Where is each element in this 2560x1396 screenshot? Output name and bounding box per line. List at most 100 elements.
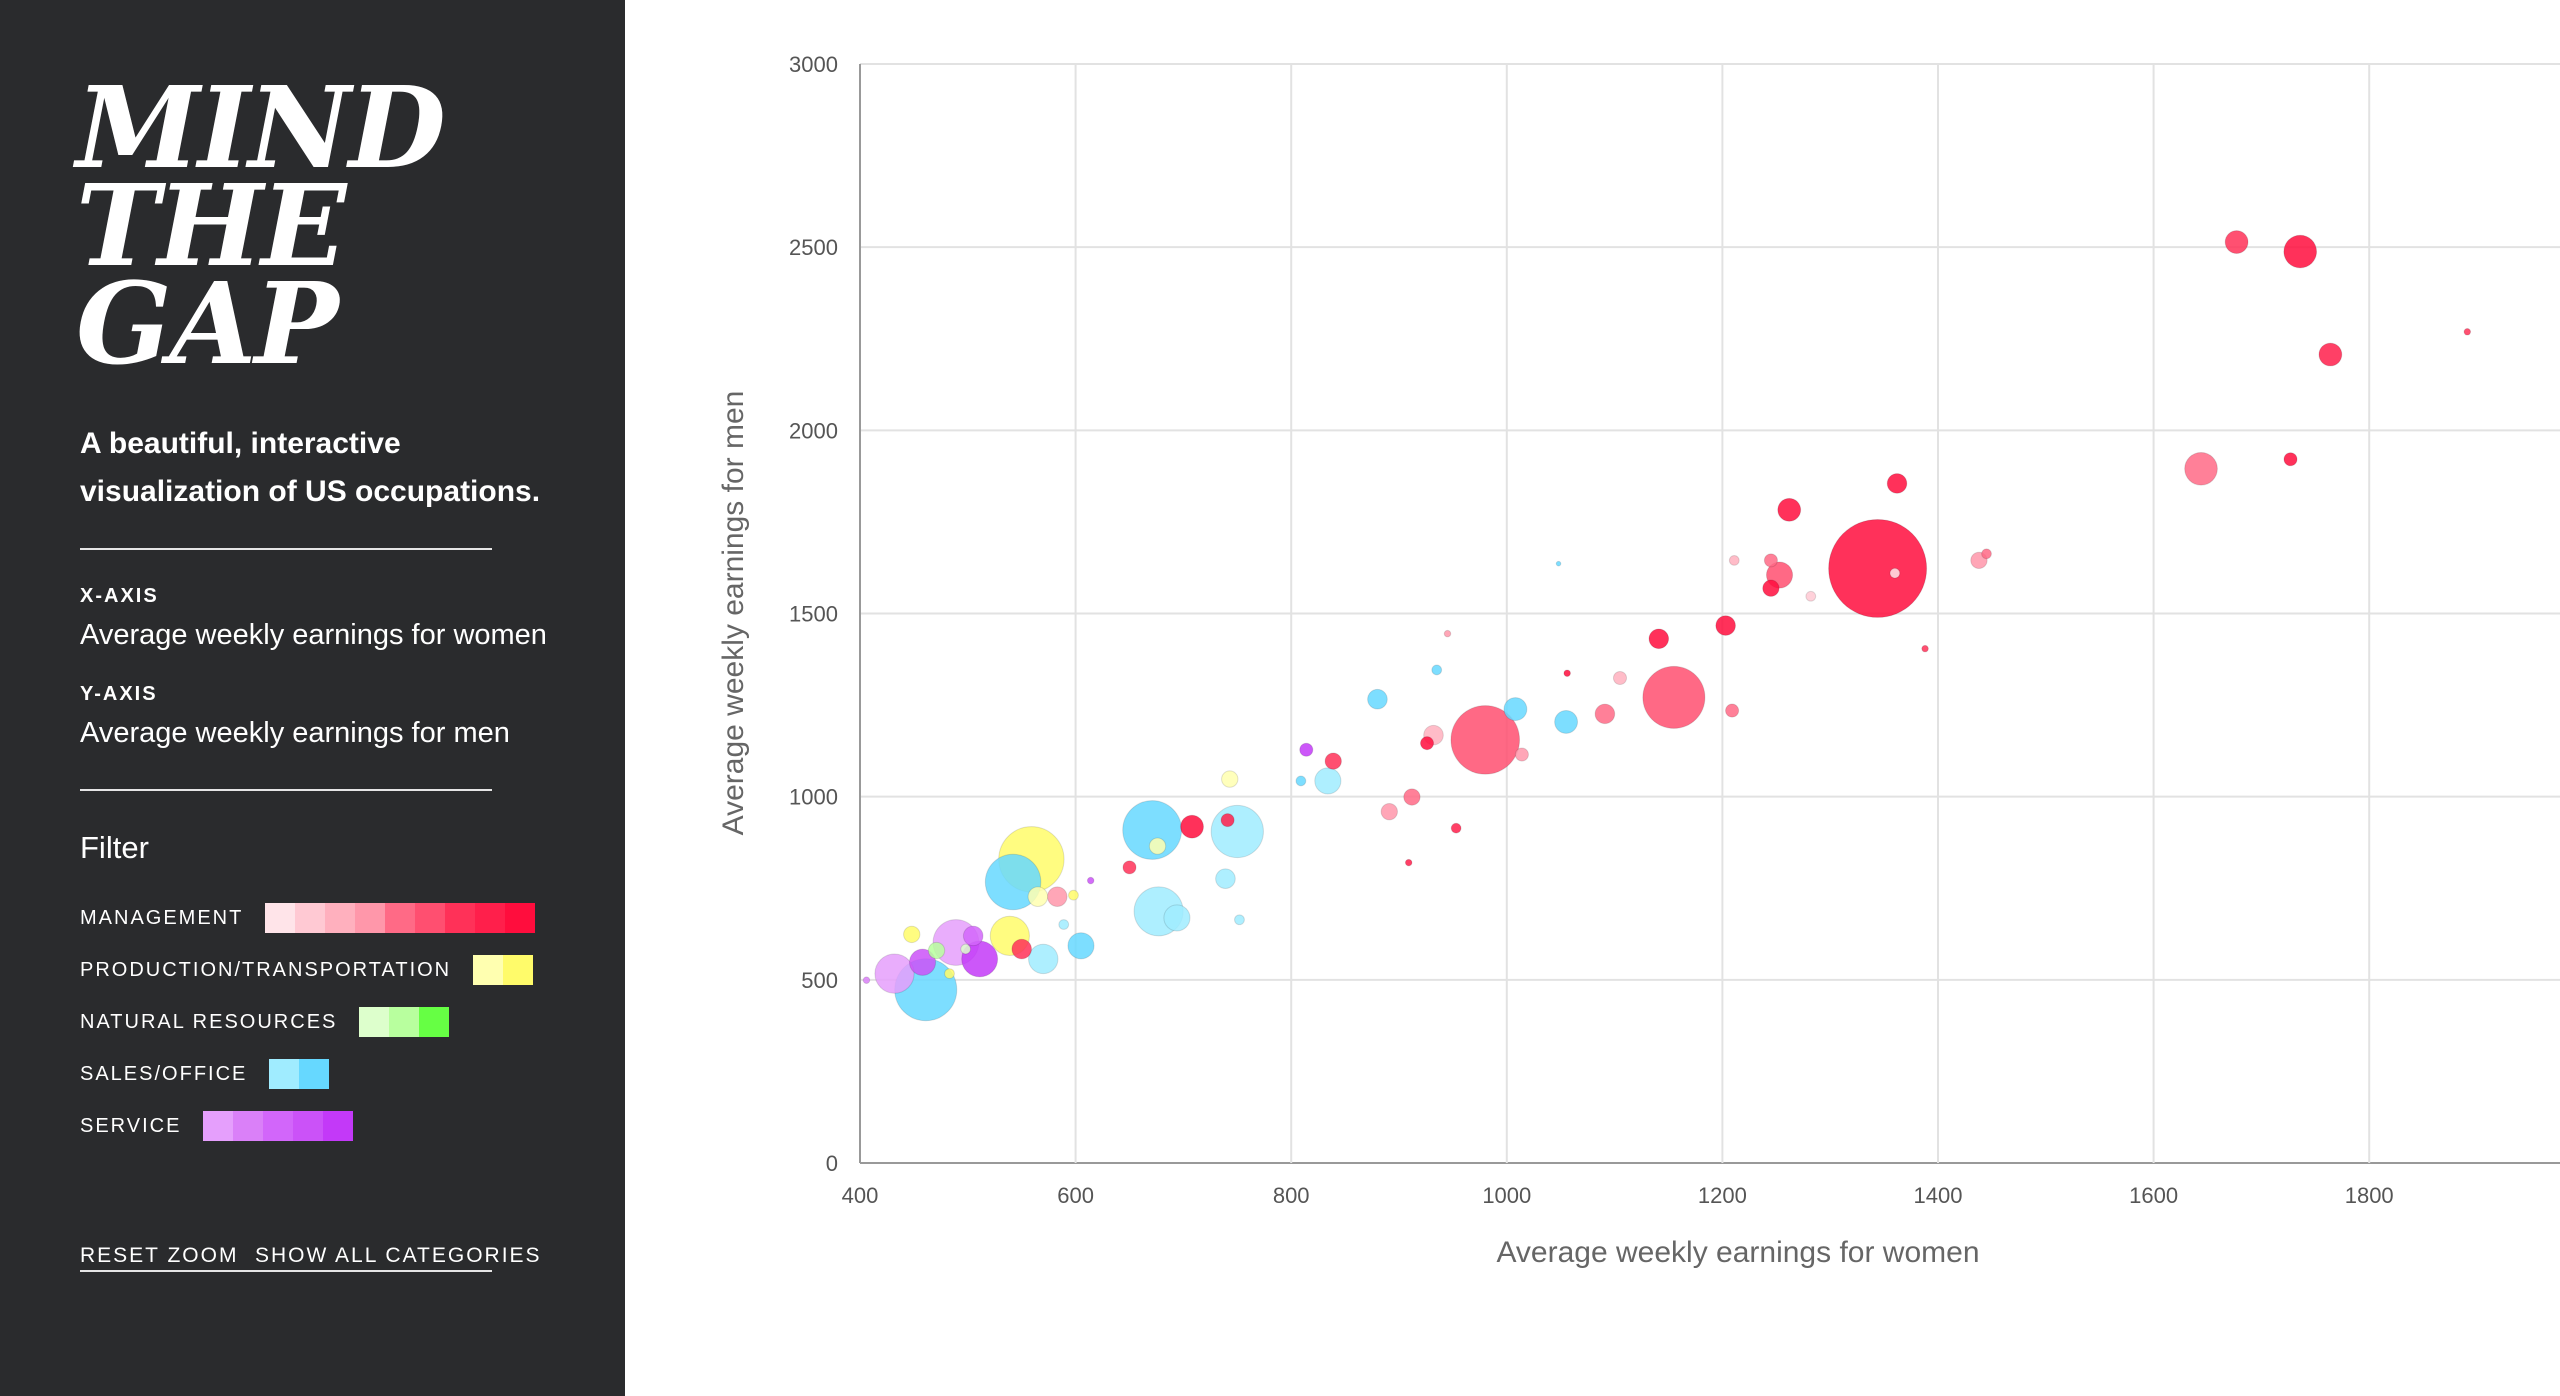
data-bubble[interactable] bbox=[1122, 860, 1137, 875]
filter-swatch[interactable] bbox=[323, 1111, 354, 1141]
filter-swatch[interactable] bbox=[415, 903, 446, 933]
data-bubble[interactable] bbox=[1981, 548, 1992, 560]
data-bubble[interactable] bbox=[1027, 886, 1049, 907]
data-bubble[interactable] bbox=[944, 968, 955, 980]
data-bubble[interactable] bbox=[874, 953, 915, 994]
data-bubble[interactable] bbox=[1503, 697, 1528, 722]
data-bubble[interactable] bbox=[1514, 747, 1529, 762]
filter-category[interactable]: MANAGEMENT bbox=[80, 900, 536, 936]
data-bubble[interactable] bbox=[1594, 703, 1616, 725]
data-bubble[interactable] bbox=[1148, 837, 1167, 855]
filter-swatch[interactable] bbox=[389, 1007, 420, 1037]
data-bubble[interactable] bbox=[903, 925, 921, 944]
filter-swatch[interactable] bbox=[355, 903, 386, 933]
data-bubble[interactable] bbox=[1380, 803, 1398, 821]
data-bubble[interactable] bbox=[1728, 554, 1740, 566]
filter-swatch[interactable] bbox=[419, 1007, 450, 1037]
data-bubble[interactable] bbox=[1180, 814, 1204, 839]
filter-swatch[interactable] bbox=[503, 955, 534, 985]
data-bubble[interactable] bbox=[1921, 644, 1929, 653]
data-bubble[interactable] bbox=[1404, 858, 1413, 867]
data-bubble[interactable] bbox=[927, 941, 946, 960]
filter-swatch[interactable] bbox=[299, 1059, 330, 1089]
filter-category[interactable]: SALES/OFFICE bbox=[80, 1056, 330, 1092]
data-bubble[interactable] bbox=[1011, 938, 1032, 960]
data-bubble[interactable] bbox=[1563, 669, 1571, 677]
data-bubble[interactable] bbox=[1234, 914, 1245, 926]
filter-swatch[interactable] bbox=[263, 1111, 294, 1141]
data-bubble[interactable] bbox=[1324, 752, 1342, 770]
show-all-categories-button[interactable]: SHOW ALL CATEGORIES bbox=[255, 1244, 542, 1267]
data-bubble[interactable] bbox=[1221, 770, 1239, 788]
data-bubble[interactable] bbox=[1299, 742, 1314, 757]
data-bubble[interactable] bbox=[1805, 590, 1817, 602]
filter-swatch[interactable] bbox=[265, 903, 296, 933]
data-bubble[interactable] bbox=[1220, 813, 1235, 828]
data-bubble[interactable] bbox=[1642, 665, 1706, 729]
filter-swatch[interactable] bbox=[359, 1007, 390, 1037]
data-bubble[interactable] bbox=[1554, 710, 1579, 734]
data-bubble[interactable] bbox=[1828, 518, 1928, 618]
filter-swatch[interactable] bbox=[385, 903, 416, 933]
data-bubble[interactable] bbox=[2184, 451, 2218, 486]
data-bubble[interactable] bbox=[1725, 703, 1740, 718]
data-bubble[interactable] bbox=[1763, 553, 1778, 568]
data-bubble[interactable] bbox=[1163, 904, 1191, 932]
data-bubble[interactable] bbox=[984, 853, 1042, 911]
data-bubble[interactable] bbox=[1210, 804, 1264, 859]
bubble-chart[interactable]: 0 500 1000 1500 2000 2500 3000 400 600 800 1000 120… bbox=[625, 0, 2560, 1396]
filter-swatch[interactable] bbox=[233, 1111, 264, 1141]
filter-category[interactable]: PRODUCTION/TRANSPORTATION bbox=[80, 952, 534, 988]
data-bubble[interactable] bbox=[1215, 868, 1236, 890]
data-bubble[interactable] bbox=[2318, 342, 2343, 367]
data-bubble[interactable] bbox=[1419, 736, 1435, 751]
data-bubble[interactable] bbox=[908, 948, 937, 976]
y-axis-value[interactable]: Average weekly earnings for men bbox=[80, 717, 510, 749]
filter-swatch[interactable] bbox=[505, 903, 536, 933]
data-bubble[interactable] bbox=[1058, 919, 1070, 930]
x-tick-label: 1200 bbox=[1698, 1183, 1747, 1208]
x-tick-label: 800 bbox=[1273, 1183, 1310, 1208]
filter-swatch[interactable] bbox=[203, 1111, 234, 1141]
x-axis-value[interactable]: Average weekly earnings for women bbox=[80, 619, 547, 651]
data-bubble[interactable] bbox=[1450, 705, 1521, 775]
data-bubble[interactable] bbox=[1648, 628, 1670, 650]
data-bubble[interactable] bbox=[862, 976, 871, 984]
data-bubble[interactable] bbox=[1046, 886, 1068, 907]
data-bubble[interactable] bbox=[960, 943, 972, 955]
data-bubble[interactable] bbox=[1612, 670, 1628, 686]
data-bubble[interactable] bbox=[2463, 328, 2472, 336]
data-bubble[interactable] bbox=[1777, 497, 1802, 522]
filter-swatch[interactable] bbox=[325, 903, 356, 933]
data-bubble[interactable] bbox=[1443, 629, 1452, 638]
filter-swatch[interactable] bbox=[475, 903, 506, 933]
data-bubble[interactable] bbox=[1086, 876, 1095, 885]
data-bubble[interactable] bbox=[1068, 889, 1079, 901]
data-bubble[interactable] bbox=[1762, 579, 1780, 597]
data-bubble[interactable] bbox=[1314, 767, 1342, 795]
data-bubble[interactable] bbox=[1028, 943, 1059, 975]
data-bubble[interactable] bbox=[1715, 615, 1736, 636]
filter-swatch[interactable] bbox=[293, 1111, 324, 1141]
data-bubble[interactable] bbox=[962, 925, 984, 947]
data-bubble[interactable] bbox=[2283, 234, 2318, 269]
data-bubble[interactable] bbox=[1295, 775, 1307, 787]
data-bubble[interactable] bbox=[1555, 560, 1562, 567]
filter-swatch[interactable] bbox=[269, 1059, 300, 1089]
data-bubble[interactable] bbox=[1403, 788, 1421, 806]
data-bubble[interactable] bbox=[2224, 230, 2249, 254]
filter-swatch[interactable] bbox=[473, 955, 504, 985]
reset-zoom-button[interactable]: RESET ZOOM bbox=[80, 1244, 239, 1267]
data-bubble[interactable] bbox=[2283, 452, 2298, 467]
data-bubble[interactable] bbox=[1889, 567, 1901, 579]
data-bubble[interactable] bbox=[1431, 664, 1443, 676]
x-tick-label: 600 bbox=[1057, 1183, 1094, 1208]
filter-category[interactable]: SERVICE bbox=[80, 1108, 354, 1144]
data-bubble[interactable] bbox=[1367, 688, 1388, 710]
filter-swatch[interactable] bbox=[445, 903, 476, 933]
filter-swatch[interactable] bbox=[295, 903, 326, 933]
data-bubble[interactable] bbox=[1886, 473, 1908, 494]
filter-category[interactable]: NATURAL RESOURCES bbox=[80, 1004, 450, 1040]
data-bubble[interactable] bbox=[1450, 822, 1462, 834]
data-bubble[interactable] bbox=[1067, 932, 1095, 960]
